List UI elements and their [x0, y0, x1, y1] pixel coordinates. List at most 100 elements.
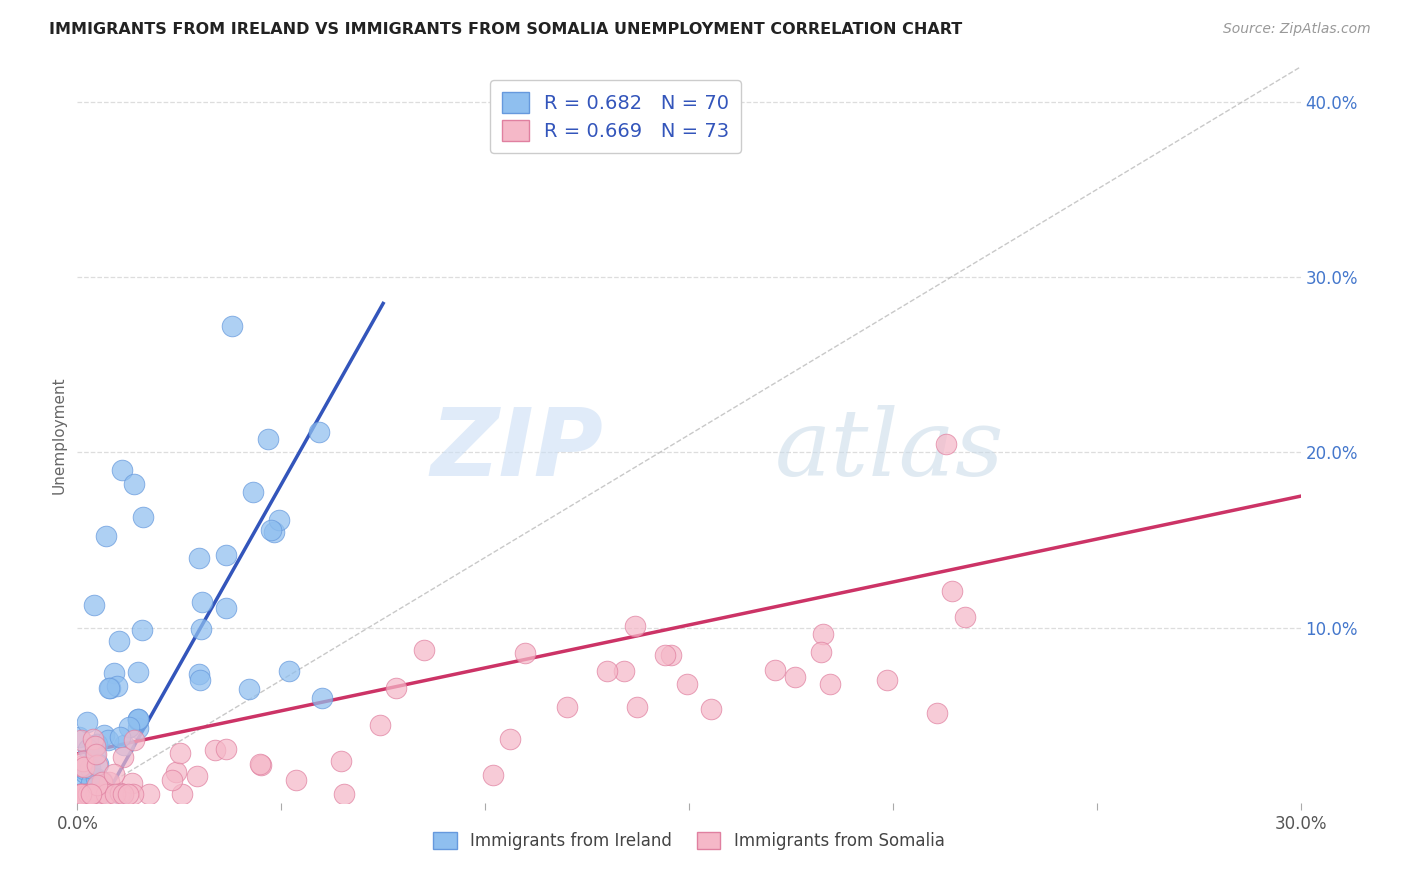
Point: [623, 618, 645, 632]
Point: [94, 787, 117, 801]
Point: [215, 600, 238, 615]
Point: [80, 787, 103, 801]
Point: [70, 787, 93, 801]
Point: [75, 787, 97, 801]
Point: [117, 787, 139, 801]
Point: [127, 665, 149, 679]
Point: [104, 787, 127, 801]
Point: [370, 718, 392, 732]
Point: [188, 673, 211, 687]
Point: [188, 666, 211, 681]
Point: [165, 765, 187, 780]
Point: [112, 739, 135, 753]
Point: [86, 737, 108, 751]
Point: [127, 712, 149, 726]
Point: [83, 787, 105, 801]
Point: [131, 510, 153, 524]
Point: [111, 749, 134, 764]
Point: [67, 730, 90, 744]
Point: [87, 756, 110, 771]
Text: ZIP: ZIP: [430, 403, 603, 496]
Point: [110, 787, 132, 801]
Point: [70, 787, 93, 801]
Point: [89, 787, 111, 801]
Point: [127, 721, 149, 735]
Point: [935, 436, 957, 450]
Point: [72, 754, 94, 768]
Point: [127, 713, 149, 727]
Point: [263, 525, 285, 540]
Point: [613, 664, 636, 678]
Point: [80, 771, 103, 785]
Point: [86, 757, 108, 772]
Point: [204, 742, 226, 756]
Point: [308, 425, 330, 439]
Point: [499, 731, 522, 746]
Point: [76, 715, 98, 730]
Point: [82, 732, 104, 747]
Point: [654, 648, 676, 663]
Point: [83, 775, 105, 789]
Point: [86, 778, 108, 792]
Point: [79, 787, 101, 801]
Point: [98, 681, 121, 696]
Point: [191, 595, 214, 609]
Point: [110, 730, 132, 744]
Point: [250, 758, 273, 772]
Point: [138, 787, 160, 801]
Point: [676, 677, 699, 691]
Point: [284, 773, 307, 788]
Point: [84, 787, 107, 801]
Point: [83, 598, 105, 612]
Point: [260, 523, 283, 537]
Point: [79, 761, 101, 775]
Point: [329, 754, 352, 768]
Point: [810, 644, 832, 658]
Point: [79, 787, 101, 801]
Point: [73, 766, 96, 780]
Point: [79, 787, 101, 801]
Point: [482, 767, 505, 781]
Point: [83, 738, 105, 752]
Point: [67, 787, 90, 801]
Point: [73, 771, 96, 785]
Point: [94, 529, 117, 543]
Point: [69, 787, 91, 801]
Point: [73, 762, 96, 776]
Point: [84, 747, 107, 762]
Point: [89, 787, 111, 801]
Point: [333, 787, 356, 801]
Point: [97, 681, 120, 696]
Point: [87, 777, 110, 791]
Point: [93, 728, 115, 742]
Point: [108, 634, 131, 648]
Point: [557, 699, 579, 714]
Point: [311, 690, 333, 705]
Point: [89, 787, 111, 801]
Point: [811, 627, 834, 641]
Point: [187, 550, 209, 565]
Point: [79, 787, 101, 801]
Point: [111, 787, 134, 801]
Point: [124, 476, 146, 491]
Point: [73, 760, 96, 774]
Y-axis label: Unemployment: Unemployment: [51, 376, 66, 493]
Point: [70, 759, 93, 773]
Point: [86, 787, 108, 801]
Point: [84, 771, 107, 785]
Point: [215, 742, 238, 756]
Point: [103, 766, 125, 780]
Text: Source: ZipAtlas.com: Source: ZipAtlas.com: [1223, 22, 1371, 37]
Point: [384, 681, 406, 696]
Point: [83, 748, 105, 763]
Point: [941, 584, 963, 599]
Point: [783, 669, 806, 683]
Point: [596, 665, 619, 679]
Point: [160, 772, 183, 787]
Point: [75, 787, 97, 801]
Point: [626, 699, 648, 714]
Point: [84, 739, 107, 753]
Point: [79, 776, 101, 790]
Point: [122, 787, 145, 801]
Point: [238, 681, 260, 696]
